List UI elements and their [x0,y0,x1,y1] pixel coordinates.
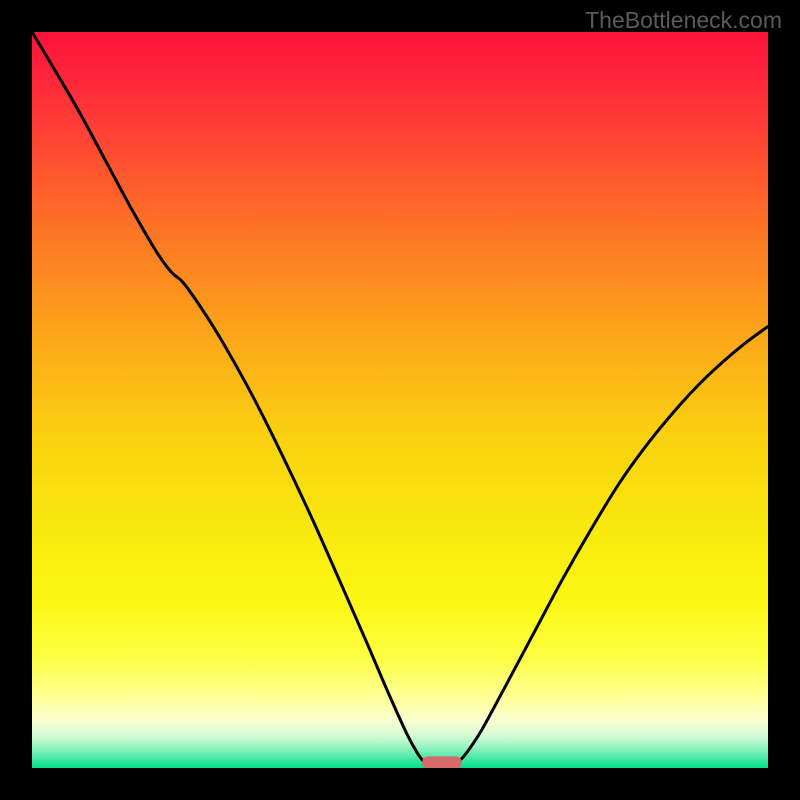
optimal-marker [422,756,462,768]
plot-background [32,32,768,768]
watermark-text: TheBottleneck.com [585,7,782,34]
plot-svg [0,0,800,800]
bottleneck-curve-figure: TheBottleneck.com [0,0,800,800]
